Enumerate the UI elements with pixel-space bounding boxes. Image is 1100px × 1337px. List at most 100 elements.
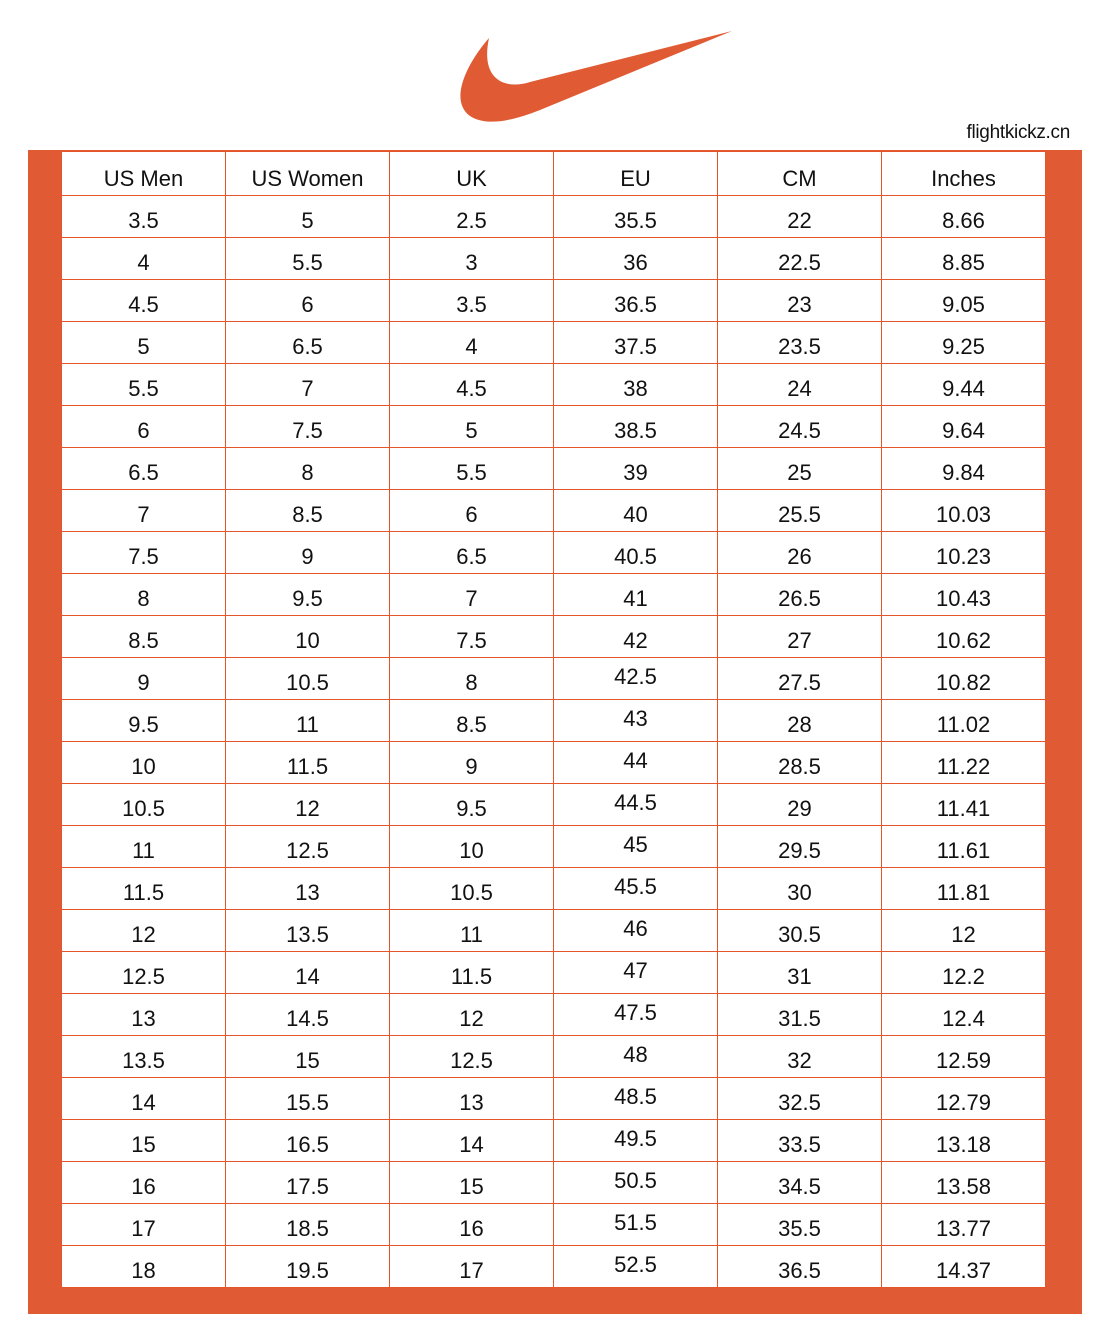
cell-uk: 10: [389, 825, 554, 868]
cell-eu: 45: [553, 825, 718, 868]
cell-us-men: 15: [61, 1119, 226, 1162]
table-row: 13 14.5 12 47.5 31.5 12.4: [61, 993, 1046, 1036]
cell-eu: 36: [553, 237, 718, 280]
cell-eu: 44: [553, 741, 718, 784]
cell-us-women: 19.5: [225, 1245, 390, 1288]
cell-us-men: 4.5: [61, 279, 226, 322]
cell-us-men: 3.5: [61, 195, 226, 238]
cell-us-women: 17.5: [225, 1161, 390, 1204]
cell-us-women: 8: [225, 447, 390, 490]
cell-eu: 50.5: [553, 1161, 718, 1204]
cell-us-men: 16: [61, 1161, 226, 1204]
cell-eu: 52.5: [553, 1245, 718, 1288]
cell-eu: 40: [553, 489, 718, 532]
cell-us-women: 15: [225, 1035, 390, 1078]
cell-us-women: 14: [225, 951, 390, 994]
table-row: 7 8.5 6 40 25.5 10.03: [61, 489, 1046, 532]
nike-swoosh-logo: [460, 31, 732, 122]
cell-uk: 4: [389, 321, 554, 364]
cell-us-men: 5: [61, 321, 226, 364]
header-row: US Men US Women UK EU CM Inches: [61, 151, 1046, 196]
cell-cm: 23.5: [717, 321, 882, 364]
cell-us-men: 17: [61, 1203, 226, 1246]
cell-us-men: 13: [61, 993, 226, 1036]
cell-inches: 10.03: [881, 489, 1046, 532]
cell-us-men: 14: [61, 1077, 226, 1120]
cell-us-women: 10: [225, 615, 390, 658]
cell-cm: 23: [717, 279, 882, 322]
cell-inches: 12: [881, 909, 1046, 952]
table-row: 15 16.5 14 49.5 33.5 13.18: [61, 1119, 1046, 1162]
cell-cm: 27: [717, 615, 882, 658]
cell-us-men: 4: [61, 237, 226, 280]
cell-eu: 36.5: [553, 279, 718, 322]
cell-cm: 25.5: [717, 489, 882, 532]
cell-us-women: 12.5: [225, 825, 390, 868]
cell-inches: 13.77: [881, 1203, 1046, 1246]
cell-inches: 9.84: [881, 447, 1046, 490]
header-eu: EU: [553, 151, 718, 196]
cell-cm: 22: [717, 195, 882, 238]
cell-inches: 12.4: [881, 993, 1046, 1036]
cell-uk: 14: [389, 1119, 554, 1162]
cell-cm: 28.5: [717, 741, 882, 784]
cell-us-women: 18.5: [225, 1203, 390, 1246]
table-row: 13.5 15 12.5 48 32 12.59: [61, 1035, 1046, 1078]
table-row: 12 13.5 11 46 30.5 12: [61, 909, 1046, 952]
cell-cm: 26: [717, 531, 882, 574]
cell-eu: 41: [553, 573, 718, 616]
cell-inches: 11.61: [881, 825, 1046, 868]
cell-cm: 30.5: [717, 909, 882, 952]
table-row: 6.5 8 5.5 39 25 9.84: [61, 447, 1046, 490]
cell-cm: 33.5: [717, 1119, 882, 1162]
cell-us-women: 9: [225, 531, 390, 574]
cell-uk: 3.5: [389, 279, 554, 322]
cell-us-women: 13.5: [225, 909, 390, 952]
cell-uk: 9.5: [389, 783, 554, 826]
table-row: 10.5 12 9.5 44.5 29 11.41: [61, 783, 1046, 826]
table-row: 5 6.5 4 37.5 23.5 9.25: [61, 321, 1046, 364]
cell-eu: 48.5: [553, 1077, 718, 1120]
cell-eu: 47.5: [553, 993, 718, 1036]
cell-cm: 26.5: [717, 573, 882, 616]
cell-inches: 11.02: [881, 699, 1046, 742]
cell-inches: 9.05: [881, 279, 1046, 322]
cell-us-women: 7: [225, 363, 390, 406]
cell-uk: 2.5: [389, 195, 554, 238]
cell-uk: 11.5: [389, 951, 554, 994]
cell-inches: 9.44: [881, 363, 1046, 406]
table-row: 18 19.5 17 52.5 36.5 14.37: [61, 1245, 1046, 1288]
table-row: 12.5 14 11.5 47 31 12.2: [61, 951, 1046, 994]
cell-us-men: 6: [61, 405, 226, 448]
table-row: 9.5 11 8.5 43 28 11.02: [61, 699, 1046, 742]
cell-inches: 12.2: [881, 951, 1046, 994]
cell-uk: 13: [389, 1077, 554, 1120]
cell-us-men: 10: [61, 741, 226, 784]
table-row: 8 9.5 7 41 26.5 10.43: [61, 573, 1046, 616]
cell-us-women: 11: [225, 699, 390, 742]
cell-uk: 7: [389, 573, 554, 616]
cell-uk: 12.5: [389, 1035, 554, 1078]
cell-us-men: 11: [61, 825, 226, 868]
cell-us-men: 18: [61, 1245, 226, 1288]
cell-inches: 14.37: [881, 1245, 1046, 1288]
cell-us-women: 15.5: [225, 1077, 390, 1120]
cell-us-women: 16.5: [225, 1119, 390, 1162]
table-row: 5.5 7 4.5 38 24 9.44: [61, 363, 1046, 406]
size-chart-table: US Men US Women UK EU CM Inches 3.5 5 2.5 3…: [61, 151, 1046, 1288]
cell-uk: 8.5: [389, 699, 554, 742]
cell-eu: 48: [553, 1035, 718, 1078]
table-row: 3.5 5 2.5 35.5 22 8.66: [61, 195, 1046, 238]
cell-inches: 12.79: [881, 1077, 1046, 1120]
cell-us-men: 9: [61, 657, 226, 700]
cell-uk: 3: [389, 237, 554, 280]
cell-eu: 37.5: [553, 321, 718, 364]
cell-inches: 8.85: [881, 237, 1046, 280]
swoosh-icon: [460, 31, 732, 122]
cell-us-women: 10.5: [225, 657, 390, 700]
cell-uk: 6: [389, 489, 554, 532]
cell-cm: 27.5: [717, 657, 882, 700]
cell-eu: 47: [553, 951, 718, 994]
cell-us-women: 6: [225, 279, 390, 322]
cell-inches: 10.62: [881, 615, 1046, 658]
